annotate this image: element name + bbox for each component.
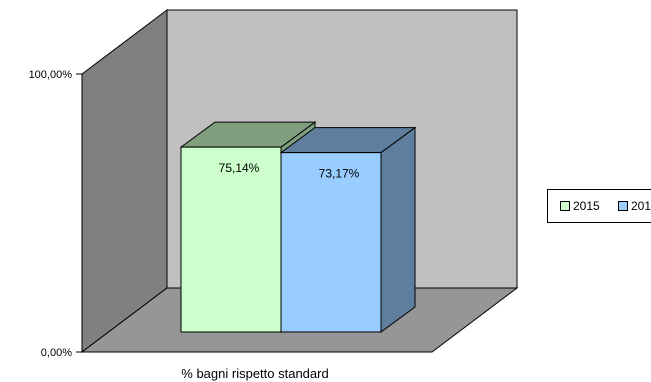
data-label-2015: 75,14% [219, 161, 260, 175]
y-axis: 0,00% 100,00% [29, 69, 82, 359]
legend-label: 2015 [573, 199, 600, 213]
bar-2014-front [280, 152, 382, 333]
legend-swatch-2014 [618, 201, 628, 211]
legend: 2015 2014 [547, 189, 651, 223]
legend-item-2014: 2014 [618, 199, 651, 213]
x-category-label: % bagni rispetto standard [181, 366, 328, 381]
data-label-2014: 73,17% [319, 167, 360, 181]
y-tick-label: 0,00% [41, 347, 72, 359]
bar-2014-side [380, 126, 416, 333]
y-tick-label: 100,00% [29, 69, 73, 81]
bars: 75,14% 73,17% [179, 121, 417, 333]
legend-item-2015: 2015 [560, 199, 600, 213]
legend-swatch-2015 [560, 201, 570, 211]
legend-label: 2014 [631, 199, 651, 213]
